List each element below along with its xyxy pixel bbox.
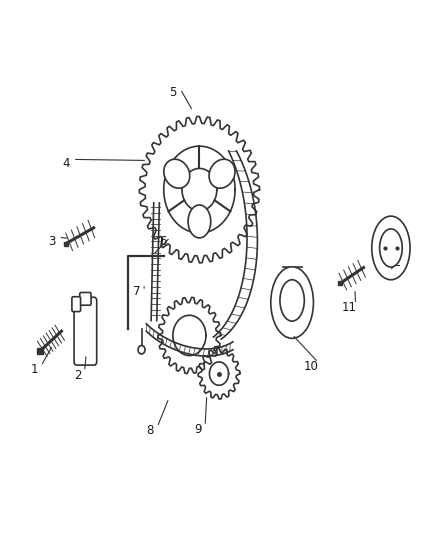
Text: 8: 8 [147, 424, 154, 438]
Text: 3: 3 [48, 235, 55, 247]
Text: 11: 11 [341, 301, 356, 314]
Ellipse shape [271, 266, 314, 338]
Text: 9: 9 [194, 423, 202, 437]
Text: 4: 4 [62, 157, 70, 169]
Text: 6: 6 [159, 235, 167, 247]
FancyBboxPatch shape [72, 297, 81, 312]
Ellipse shape [209, 159, 235, 188]
Ellipse shape [380, 229, 402, 267]
Text: 2: 2 [74, 369, 81, 382]
FancyBboxPatch shape [74, 297, 97, 365]
Text: 7: 7 [134, 286, 141, 298]
Text: 12: 12 [386, 256, 402, 269]
Text: 10: 10 [304, 360, 319, 373]
Text: 1: 1 [30, 364, 38, 376]
Text: 5: 5 [170, 86, 177, 99]
Ellipse shape [164, 159, 190, 188]
Circle shape [138, 345, 145, 354]
Ellipse shape [372, 216, 410, 280]
Ellipse shape [280, 280, 304, 321]
Ellipse shape [188, 205, 211, 238]
FancyBboxPatch shape [80, 293, 91, 305]
